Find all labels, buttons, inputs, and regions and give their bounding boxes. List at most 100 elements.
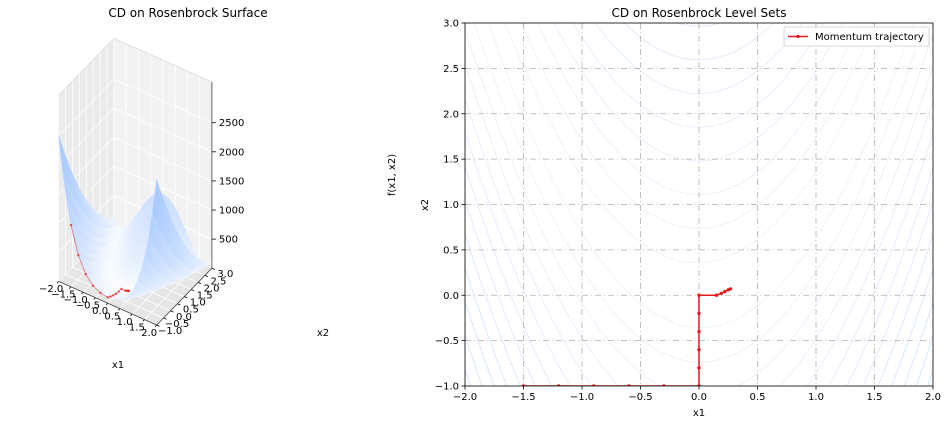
trajectory-point [697, 293, 701, 297]
surface-z-tick-label: 1000 [219, 206, 244, 217]
x-tick-label: −2.0 [453, 392, 477, 403]
legend-box [783, 26, 930, 47]
surface-trajectory-point [117, 290, 120, 293]
surface-patch [152, 179, 160, 216]
surface-chart-title: CD on Rosenbrock Surface [108, 6, 267, 20]
surface-x-tick-mark [105, 302, 108, 306]
x-tick-label: 1.5 [867, 392, 883, 403]
surface-y-tick-mark [211, 267, 216, 270]
surface-trajectory-point [91, 284, 95, 287]
surface-x-tick-label: 1.0 [117, 317, 133, 328]
trajectory-point [723, 289, 727, 294]
contour-x-axis-label: x1 [693, 408, 705, 419]
surface-x-tick-mark [93, 297, 96, 300]
surface-x-tick-mark [118, 308, 121, 311]
contour-level-3 [465, 23, 933, 386]
surface-y-tick-label: 2.0 [204, 283, 220, 294]
contour-level-11 [465, 301, 933, 386]
surface-x-tick-label: −0.5 [76, 301, 100, 312]
momentum-trajectory-line [521, 287, 733, 386]
surface-x-tick-mark [69, 286, 72, 289]
x-tick-label: 2.0 [925, 392, 941, 403]
x-tick-label: −1.0 [570, 392, 594, 403]
surface-trajectory-point [127, 289, 131, 293]
legend-dot-marker [796, 34, 800, 39]
trajectory-point [627, 384, 631, 386]
trajectory-point [592, 384, 596, 386]
surface-y-tick-mark [204, 274, 209, 277]
surface-trajectory-point [112, 294, 115, 297]
surface-y-tick-mark [177, 303, 181, 306]
contour-lines [465, 23, 933, 386]
trajectory-point [697, 348, 701, 352]
surface-y-tick-label: −0.5 [165, 319, 189, 330]
surface-y-tick-label: 1.5 [197, 290, 213, 301]
trajectory-point [662, 384, 666, 386]
trajectory-point [719, 291, 723, 296]
surface-trajectory-point [120, 287, 123, 291]
surface-y-tick-label: 1.0 [190, 298, 206, 309]
surface-y-tick-mark [170, 310, 174, 313]
surface-y-tick-mark [184, 296, 188, 299]
surface-chart: CD on Rosenbrock Surface −2.0−1.5−1.0−0.… [39, 6, 398, 371]
contour-chart: CD on Rosenbrock Level Sets −2.0 −1.5 −1.0… [420, 6, 941, 419]
y-axis-line [156, 267, 213, 326]
surface-trajectory [69, 223, 131, 299]
surface-y-tick-mark [156, 324, 160, 327]
contour-level-9 [465, 233, 933, 386]
contour-level-2 [474, 23, 926, 363]
trajectory-path [523, 288, 731, 386]
surface-y-tick-mark [197, 282, 202, 285]
trajectory-point [714, 293, 719, 297]
surface-trajectory-point [114, 292, 118, 295]
x-tick-label: 0.0 [691, 392, 707, 403]
back-gridline [113, 136, 213, 182]
surface-x-tick-label: −2.0 [39, 284, 63, 295]
surface-x-tick-mark [142, 319, 145, 322]
x-tick-label: 1.0 [808, 392, 824, 403]
trajectory-point [697, 366, 701, 370]
surface-x-axis-label: x1 [112, 360, 124, 371]
contour-level-5 [465, 23, 933, 386]
surface-y-tick-mark [191, 289, 195, 292]
y-tick-label: 2.0 [443, 109, 459, 120]
surface-x-tick-label: −1.0 [63, 295, 87, 306]
surface-y-tick-label: 2.5 [211, 276, 227, 287]
y-tick-label: 0.5 [443, 245, 459, 256]
contour-axis-ticks: −2.0 −1.5 −1.0 −0.5 0.0 0.5 1.0 1.5 2.0 −1.0 −0.5 0… [435, 19, 941, 404]
surface-x-tick-mark [154, 324, 157, 327]
surface-z-tick-label: 2000 [219, 147, 244, 158]
surface-y-axis-label: x2 [317, 328, 329, 339]
x-tick-label: 0.5 [750, 392, 766, 403]
surface-trajectory-point [84, 272, 87, 276]
x-tick-label: −1.5 [511, 392, 535, 403]
surface-trajectory-point [99, 291, 102, 295]
trajectory-point [697, 329, 701, 334]
back-gridline [113, 166, 213, 211]
side-gridline [58, 166, 115, 224]
surface-trajectory-point [77, 253, 80, 257]
surface-z-tick-label: 500 [219, 235, 238, 246]
y-tick-label: 3.0 [443, 19, 459, 30]
surface-axis-ticks: −2.0−1.5−1.0−0.50.00.51.01.52.0 −1.0−0.50… [39, 118, 244, 339]
contour-level-10 [465, 267, 933, 386]
y-tick-label: 2.5 [443, 64, 459, 75]
surface-trajectory-point [69, 223, 73, 227]
x-tick-label: −0.5 [628, 392, 652, 403]
surface-y-tick-label: 3.0 [217, 269, 233, 280]
y-tick-label: −1.0 [435, 382, 459, 393]
surface-x-tick-label: 0.0 [92, 306, 108, 317]
surface-z-tick-label: 1500 [219, 176, 244, 187]
surface-x-tick-mark [130, 313, 133, 317]
rosenbrock-surface [58, 135, 213, 300]
y-tick-label: 0.0 [443, 291, 459, 302]
side-gridline [58, 78, 115, 137]
contour-level-8 [465, 23, 933, 386]
surface-y-tick-label: 0.0 [176, 312, 192, 323]
surface-y-tick-mark [163, 317, 167, 320]
y-tick-label: 1.0 [443, 200, 459, 211]
contour-chart-title: CD on Rosenbrock Level Sets [611, 6, 786, 20]
trajectory-point [728, 287, 733, 291]
trajectory-point [697, 384, 701, 386]
